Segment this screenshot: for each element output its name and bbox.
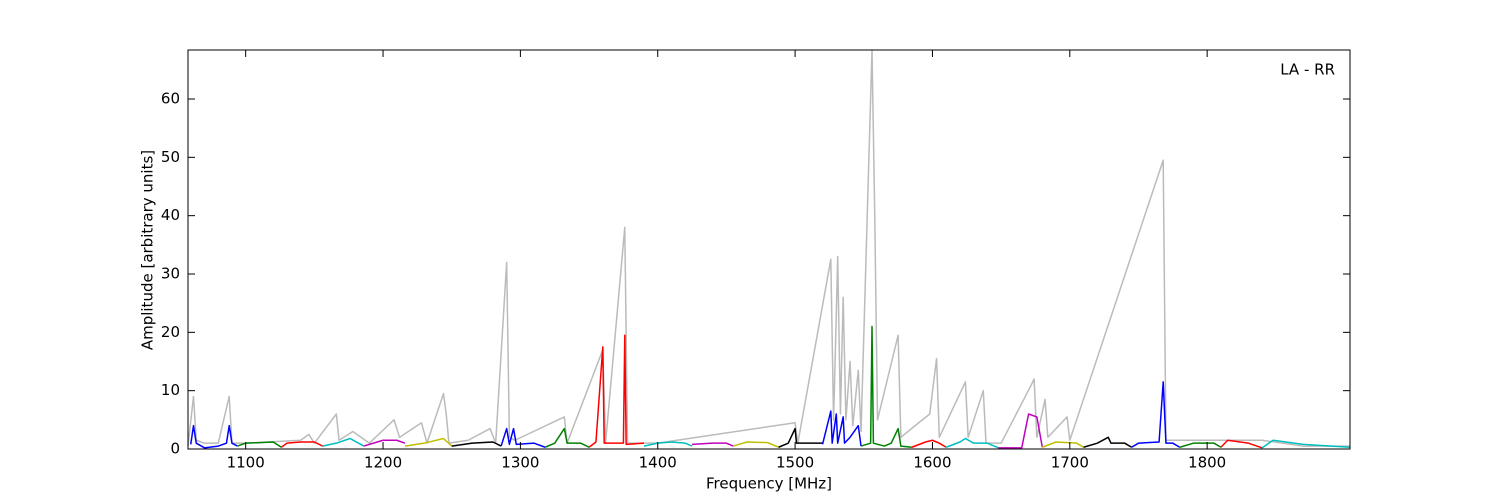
spectrum-line — [237, 441, 282, 448]
x-tick-label: 1300 — [501, 454, 539, 472]
spectrum-line — [1261, 439, 1351, 449]
spectrum-line — [692, 442, 734, 447]
x-tick-label: 1400 — [639, 454, 677, 472]
y-tick-label: 50 — [161, 148, 180, 166]
spectrum-line — [643, 441, 693, 447]
y-tick-label: 20 — [161, 323, 180, 341]
spectrum-line — [451, 441, 502, 447]
y-axis-label: Amplitude [arbitrary units] — [139, 150, 157, 350]
spectrum-line — [190, 424, 238, 449]
spectrum-line — [1042, 441, 1084, 448]
spectrum-line — [998, 413, 1044, 449]
spectrum-line — [1220, 439, 1263, 449]
y-tick-label: 0 — [170, 440, 180, 458]
x-tick-label: 1200 — [364, 454, 402, 472]
x-tick-label: 1500 — [776, 454, 814, 472]
plot-area — [188, 50, 1350, 449]
spectrum-line — [945, 437, 999, 449]
spectrum-line — [187, 49, 1350, 447]
y-tick-label: 40 — [161, 206, 180, 224]
spectrum-line — [280, 441, 323, 448]
spectrum-line — [1131, 381, 1181, 448]
spectrum-line — [821, 410, 862, 447]
annotation: LA - RR — [1280, 61, 1335, 79]
y-tick-label: 60 — [161, 90, 180, 108]
x-tick-label: 1700 — [1051, 454, 1089, 472]
y-tick-label: 10 — [161, 381, 180, 399]
spectrum-line — [404, 437, 453, 447]
spectrum-line — [860, 325, 912, 448]
spectrum-line — [544, 427, 590, 448]
x-axis-label: Frequency [MHz] — [706, 475, 832, 493]
x-tick-label: 1800 — [1188, 454, 1226, 472]
spectrum-line — [1179, 442, 1222, 448]
spectrum-line — [363, 439, 406, 447]
spectrum-line — [500, 427, 546, 448]
plot-frame — [187, 49, 1351, 450]
spectrum-line — [1083, 436, 1132, 448]
spectrum-line — [778, 427, 823, 448]
x-tick-label: 1100 — [227, 454, 265, 472]
spectrum-line — [322, 437, 365, 447]
spectrum-line — [911, 439, 947, 448]
spectrum-line — [733, 441, 779, 448]
x-tick-label: 1600 — [913, 454, 951, 472]
spectrum-line — [588, 334, 645, 448]
y-tick-label: 30 — [161, 265, 180, 283]
